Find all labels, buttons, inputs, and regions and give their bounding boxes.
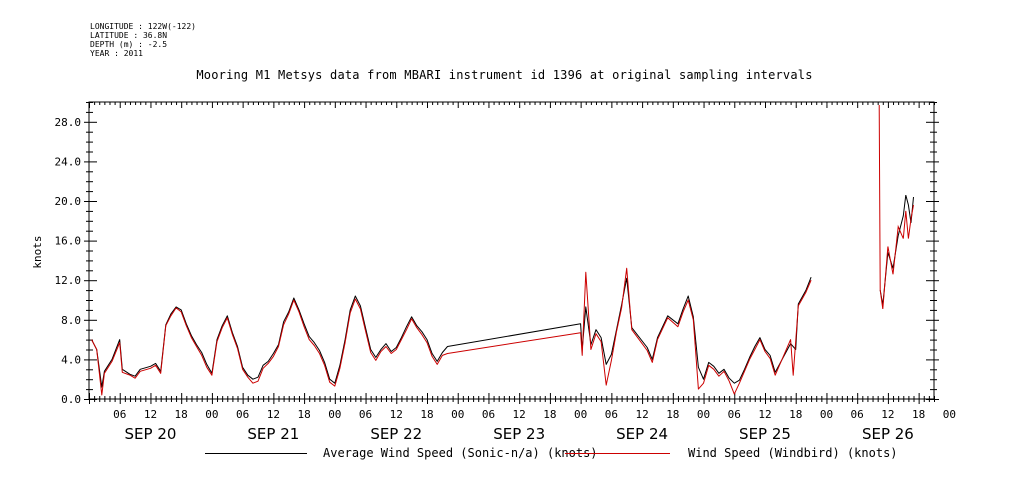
x-tick-label: 12 xyxy=(758,408,771,421)
chart-axes: 06 12 18 00 06 12 18 00 06 12 18 00 06 12 18 00 06 12 18 00… xyxy=(55,101,956,443)
y-tick-label: 28.0 xyxy=(55,116,82,129)
y-tick-label: 20.0 xyxy=(55,195,82,208)
x-day-label: SEP 22 xyxy=(370,425,422,443)
y-tick-label: 0.0 xyxy=(61,393,81,406)
x-tick-label: 06 xyxy=(728,408,741,421)
x-tick-label: 18 xyxy=(666,408,679,421)
plot-frame xyxy=(88,101,935,400)
y-tick-label: 8.0 xyxy=(61,314,81,327)
x-tick-label: 18 xyxy=(543,408,556,421)
x-tick-label: 06 xyxy=(359,408,372,421)
x-tick-label: 12 xyxy=(390,408,403,421)
x-tick-label: 00 xyxy=(820,408,833,421)
legend-label-average-wind: Average Wind Speed (Sonic-n/a) (knots) xyxy=(323,446,598,460)
x-tick-label: 00 xyxy=(697,408,710,421)
x-tick-label: 18 xyxy=(420,408,433,421)
meta-longitude: LONGITUDE : 122W(-122) xyxy=(90,22,196,31)
series-line-windbird-wind-speed xyxy=(91,267,812,396)
y-tick-label: 12.0 xyxy=(55,274,82,287)
meta-year: YEAR : 2011 xyxy=(90,49,143,58)
legend-line-windbird xyxy=(565,453,670,454)
x-day-label: SEP 24 xyxy=(616,425,668,443)
x-tick-label: 06 xyxy=(482,408,495,421)
x-tick-label: 18 xyxy=(175,408,188,421)
legend-line-average-wind xyxy=(205,453,307,454)
x-tick-label: 00 xyxy=(574,408,587,421)
x-tick-label: 06 xyxy=(605,408,618,421)
x-day-label: SEP 26 xyxy=(862,425,914,443)
x-tick-label: 12 xyxy=(635,408,648,421)
x-tick-label: 06 xyxy=(113,408,126,421)
x-tick-label: 12 xyxy=(267,408,280,421)
x-tick-label: 12 xyxy=(144,408,157,421)
x-tick-label: 06 xyxy=(236,408,249,421)
x-tick-label: 00 xyxy=(943,408,956,421)
metadata-block: LONGITUDE : 122W(-122) LATITUDE : 36.8N … xyxy=(90,22,196,58)
legend: Average Wind Speed (Sonic-n/a) (knots) W… xyxy=(0,446,1009,464)
x-day-label: SEP 20 xyxy=(125,425,177,443)
chart-title: Mooring M1 Metsys data from MBARI instru… xyxy=(196,68,813,82)
series-line-average-wind-speed-late xyxy=(879,194,914,305)
x-tick-label: 12 xyxy=(881,408,894,421)
x-tick-label: 00 xyxy=(328,408,341,421)
meta-latitude: LATITUDE : 36.8N xyxy=(90,31,168,40)
x-tick-label: 18 xyxy=(912,408,925,421)
x-day-label: SEP 21 xyxy=(247,425,299,443)
x-tick-label: 18 xyxy=(789,408,802,421)
y-tick-label: 24.0 xyxy=(55,155,82,168)
series-layer xyxy=(91,104,914,396)
y-tick-label: 4.0 xyxy=(61,353,81,366)
meta-depth: DEPTH (m) : -2.5 xyxy=(90,40,168,49)
x-tick-label: 00 xyxy=(451,408,464,421)
y-axis-label: knots xyxy=(31,235,44,268)
legend-label-windbird: Wind Speed (Windbird) (knots) xyxy=(688,446,898,460)
series-line-windbird-wind-speed-late xyxy=(878,104,914,309)
x-tick-label: 12 xyxy=(513,408,526,421)
x-day-label: SEP 25 xyxy=(739,425,791,443)
x-tick-label: 18 xyxy=(297,408,310,421)
x-tick-label: 00 xyxy=(205,408,218,421)
y-tick-label: 16.0 xyxy=(55,235,82,248)
series-line-average-wind-speed xyxy=(91,277,812,388)
x-tick-label: 06 xyxy=(851,408,864,421)
x-day-label: SEP 23 xyxy=(493,425,545,443)
